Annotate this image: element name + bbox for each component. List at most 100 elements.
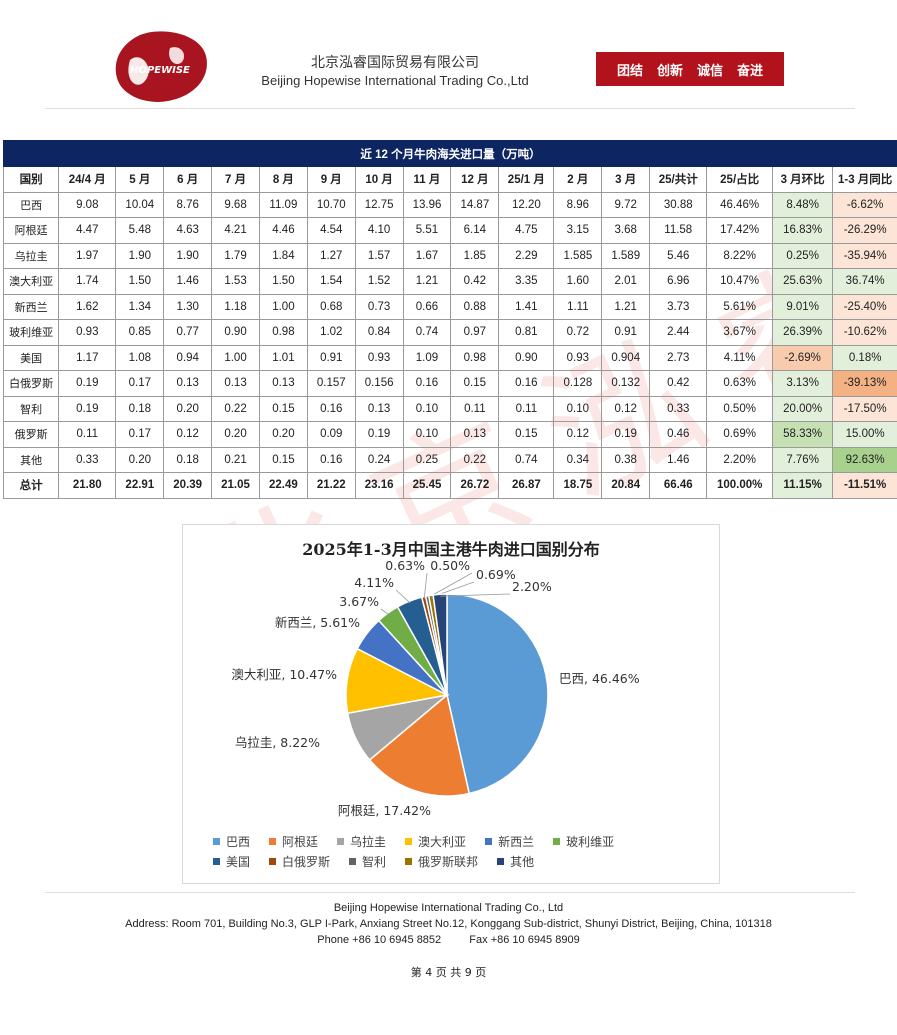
column-header: 12 月 [450, 166, 500, 193]
country-cell: 俄罗斯 [2, 421, 60, 448]
column-header: 9 月 [306, 166, 356, 193]
value-cell: -35.94% [832, 242, 897, 269]
value-cell: 0.17 [115, 370, 165, 397]
value-cell: 0.16 [306, 395, 356, 422]
value-cell: 0.15 [450, 370, 500, 397]
value-cell: 0.18 [163, 446, 213, 473]
value-cell: 0.93 [354, 344, 404, 371]
page-header: HOPEWISE 北京泓睿国际贸易有限公司 Beijing Hopewise I… [0, 0, 897, 108]
value-cell: 8.96 [553, 191, 603, 218]
value-cell: 0.90 [498, 344, 555, 371]
value-cell: 0.84 [354, 319, 404, 346]
value-cell: 0.24 [354, 446, 404, 473]
column-header: 3 月环比 [771, 166, 834, 193]
value-cell: 0.10 [402, 395, 452, 422]
total-cell: 18.75 [553, 472, 603, 499]
value-cell: 1.00 [211, 344, 260, 371]
table-row: 乌拉圭 1.97 1.90 1.90 1.79 1.84 1.27 1.57 1.67 1.85 2… [2, 242, 897, 269]
company-name-en: Beijing Hopewise International Trading C… [261, 73, 529, 88]
value-cell: 0.85 [115, 319, 165, 346]
value-cell: 1.50 [258, 268, 308, 295]
value-cell: 1.11 [553, 293, 603, 320]
value-cell: 0.73 [354, 293, 404, 320]
company-name-cn: 北京泓睿国际贸易有限公司 [311, 55, 479, 71]
leader-line [395, 589, 411, 604]
value-cell: 1.21 [402, 268, 452, 295]
value-cell: 4.47 [58, 217, 117, 244]
motto-word: 奋进 [737, 63, 764, 79]
value-cell: 0.19 [58, 370, 117, 397]
value-cell: 0.156 [354, 370, 404, 397]
motto-word: 团结 [616, 63, 643, 79]
legend-row: 巴西 阿根廷 乌拉圭 澳大利亚 新西兰 玻利维亚 [213, 831, 713, 851]
value-cell: 1.30 [163, 293, 213, 320]
column-header: 国别 [2, 166, 60, 193]
data-label: 乌拉圭, 8.22% [235, 735, 320, 750]
value-cell: 0.904 [601, 344, 651, 371]
country-cell: 其他 [2, 446, 60, 473]
value-cell: 1.90 [163, 242, 213, 269]
value-cell: 0.10 [402, 421, 452, 448]
value-cell: 0.34 [553, 446, 603, 473]
total-cell: 26.87 [498, 472, 555, 499]
country-cell: 阿根廷 [2, 217, 60, 244]
value-cell: 0.128 [553, 370, 603, 397]
table-title: 近 12 个月牛肉海关进口量（万吨） [3, 140, 897, 167]
value-cell: 0.13 [163, 370, 213, 397]
pie-slice [432, 593, 448, 696]
value-cell: 6.14 [450, 217, 500, 244]
value-cell: 8.48% [771, 191, 834, 218]
value-cell: 58.33% [771, 421, 834, 448]
value-cell: 2.73 [649, 344, 708, 371]
value-cell: 2.20% [706, 446, 773, 473]
footer-phone: Phone +86 10 6945 8852 [317, 934, 442, 946]
column-header: 25/1 月 [498, 166, 555, 193]
leader-line [427, 572, 473, 599]
value-cell: 1.54 [306, 268, 356, 295]
legend-swatch [553, 837, 561, 845]
legend-item: 巴西 [213, 833, 250, 850]
table-row: 阿根廷 4.47 5.48 4.63 4.21 4.46 4.54 4.10 5.51 6.14 4… [2, 217, 897, 244]
value-cell: 20.00% [771, 395, 834, 422]
value-cell: 1.27 [306, 242, 356, 269]
value-cell: -2.69% [771, 344, 834, 371]
value-cell: 0.18 [115, 395, 165, 422]
column-header: 6 月 [163, 166, 213, 193]
legend-swatch [213, 857, 220, 865]
legend-label: 巴西 [226, 834, 251, 849]
legend-swatch [405, 837, 413, 845]
value-cell: -10.62% [832, 319, 897, 346]
value-cell: -39.13% [832, 370, 897, 397]
value-cell: 0.77 [163, 319, 213, 346]
value-cell: 3.73 [649, 293, 708, 320]
value-cell: 1.585 [553, 242, 603, 269]
value-cell: 2.01 [601, 268, 651, 295]
value-cell: 4.10 [354, 217, 404, 244]
total-cell: 21.05 [211, 472, 260, 499]
value-cell: 1.46 [163, 268, 213, 295]
value-cell: 11.58 [649, 217, 708, 244]
column-header: 8 月 [258, 166, 308, 193]
total-label: 总计 [2, 472, 60, 499]
value-cell: 0.11 [498, 395, 555, 422]
value-cell: 16.83% [771, 217, 834, 244]
value-cell: 5.46 [649, 242, 708, 269]
column-header: 1-3 月同比 [832, 166, 897, 193]
value-cell: 3.68 [601, 217, 651, 244]
legend-item: 新西兰 [485, 833, 534, 850]
value-cell: 1.08 [115, 344, 165, 371]
table-row: 美国 1.17 1.08 0.94 1.00 1.01 0.91 0.93 1.09 0.98 0.… [2, 344, 897, 371]
value-cell: -25.40% [832, 293, 897, 320]
value-cell: 0.157 [306, 370, 356, 397]
table-row: 澳大利亚 1.74 1.50 1.46 1.53 1.50 1.54 1.52 1.21 0.42… [2, 268, 897, 295]
value-cell: 0.38 [601, 446, 651, 473]
value-cell: 0.15 [258, 395, 308, 422]
value-cell: -6.62% [832, 191, 897, 218]
total-cell: 20.84 [601, 472, 651, 499]
value-cell: 0.13 [258, 370, 308, 397]
value-cell: 0.20 [115, 446, 165, 473]
country-cell: 澳大利亚 [2, 268, 60, 295]
legend-label: 美国 [226, 854, 251, 869]
value-cell: 7.76% [771, 446, 834, 473]
value-cell: 1.34 [115, 293, 165, 320]
